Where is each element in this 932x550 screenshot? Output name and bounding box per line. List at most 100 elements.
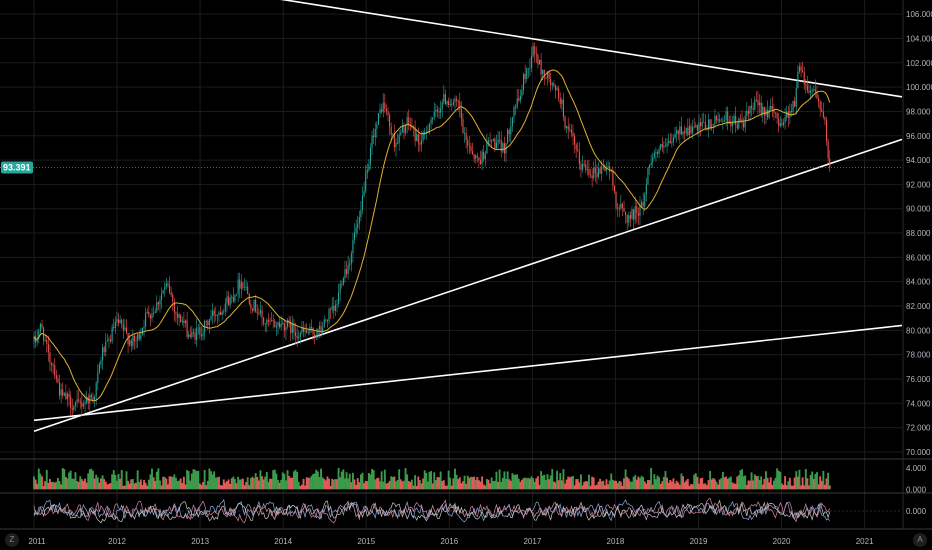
price-tick-label: 78.000 bbox=[906, 351, 931, 360]
candle-body bbox=[759, 102, 761, 106]
indicator-bar-down bbox=[350, 482, 353, 490]
candle-body bbox=[296, 336, 298, 339]
candle-body bbox=[736, 124, 738, 129]
indicator-bar-up bbox=[546, 474, 549, 490]
candle-body bbox=[631, 209, 633, 219]
indicator-bar-down bbox=[407, 481, 410, 490]
candle-body bbox=[647, 167, 649, 185]
indicator-bar-up bbox=[662, 476, 665, 490]
candle-body bbox=[712, 124, 714, 126]
candle-body bbox=[92, 397, 94, 401]
indicator-bar-down bbox=[819, 476, 822, 490]
candle-body bbox=[376, 124, 378, 129]
candle-body bbox=[349, 263, 351, 266]
indicator-bar-down bbox=[135, 482, 138, 490]
candle-body bbox=[422, 132, 424, 141]
zoom-reset-button[interactable]: Z bbox=[5, 533, 19, 547]
candle-body bbox=[829, 158, 831, 168]
indicator-bar-down bbox=[205, 485, 208, 490]
indicator-bar-up bbox=[463, 475, 466, 490]
indicator-bar-up bbox=[811, 471, 814, 490]
indicator-bar-up bbox=[320, 468, 322, 490]
candle-body bbox=[389, 114, 391, 127]
indicator-bar-down bbox=[44, 481, 47, 490]
candle-body bbox=[373, 135, 375, 138]
candle-body bbox=[605, 167, 608, 171]
indicator-bar-up bbox=[653, 474, 656, 490]
candle-body bbox=[596, 173, 598, 177]
candle-body bbox=[189, 334, 191, 337]
indicator-bar-up bbox=[312, 474, 315, 490]
candle-body bbox=[462, 118, 464, 134]
candle-body bbox=[420, 140, 423, 145]
candle-body bbox=[658, 148, 660, 155]
candle-body bbox=[599, 168, 601, 174]
indicator-bar-up bbox=[348, 473, 351, 490]
indicator-bar-up bbox=[525, 478, 528, 490]
indicator-bar-up bbox=[208, 468, 211, 490]
candle-body bbox=[365, 173, 367, 191]
candle-body bbox=[680, 126, 682, 135]
indicator-bar-down bbox=[241, 478, 244, 490]
indicator-bar-down bbox=[535, 478, 538, 490]
indicator-bar-down bbox=[481, 476, 484, 490]
indicator-bar-down bbox=[635, 479, 638, 490]
indicator-bar-down bbox=[438, 477, 440, 490]
indicator-bar-up bbox=[76, 480, 79, 490]
candle-body bbox=[54, 365, 56, 376]
candle-body bbox=[52, 365, 54, 366]
indicator-bar-up bbox=[390, 476, 393, 490]
indicator-bar-up bbox=[361, 472, 364, 490]
indicator-bar-up bbox=[639, 477, 641, 490]
indicator-bar-up bbox=[72, 478, 75, 490]
indicator-bar-down bbox=[583, 481, 586, 490]
candle-body bbox=[302, 327, 305, 332]
indicator-bar-down bbox=[465, 483, 468, 490]
indicator-bar-down bbox=[717, 484, 720, 490]
indicator-bar-down bbox=[564, 483, 566, 490]
indicator-bar-up bbox=[267, 481, 270, 490]
candle-body bbox=[117, 319, 120, 324]
indicator-bar-down bbox=[355, 485, 358, 490]
indicator-bar-up bbox=[315, 469, 318, 490]
indicator-bar-up bbox=[423, 470, 426, 490]
indicator-bar-up bbox=[120, 470, 123, 490]
candle-body bbox=[615, 191, 617, 208]
indicator-bar-down bbox=[704, 483, 707, 490]
candle-body bbox=[577, 149, 579, 152]
candle-body bbox=[341, 284, 343, 285]
indicator-bar-up bbox=[640, 475, 643, 490]
indicator-bar-up bbox=[321, 477, 324, 490]
candle-body bbox=[73, 405, 75, 410]
auto-scale-button[interactable]: A bbox=[913, 533, 927, 547]
candle-body bbox=[290, 321, 292, 334]
indicator-bar-down bbox=[548, 479, 551, 490]
indicator-bar-down bbox=[450, 485, 453, 490]
indicator-bar-down bbox=[103, 479, 106, 490]
candle-body bbox=[279, 322, 281, 328]
indicator1-tick-label: 0.000 bbox=[906, 485, 927, 494]
candle-body bbox=[542, 69, 544, 75]
indicator-bar-up bbox=[101, 475, 104, 490]
indicator-bar-down bbox=[49, 479, 51, 490]
indicator-bar-up bbox=[544, 480, 547, 490]
indicator-bar-up bbox=[272, 470, 275, 490]
indicator-bar-up bbox=[600, 481, 603, 490]
indicator-bar-down bbox=[364, 480, 367, 490]
candle-body bbox=[282, 323, 284, 325]
candle-body bbox=[641, 202, 643, 206]
candle-body bbox=[274, 320, 276, 328]
indicator-bar-down bbox=[229, 483, 232, 490]
candle-body bbox=[583, 164, 585, 165]
price-tick-label: 106.000 bbox=[906, 10, 932, 19]
indicator-bar-down bbox=[509, 480, 512, 490]
indicator-bar-down bbox=[224, 482, 227, 490]
candle-body bbox=[283, 323, 285, 331]
candle-body bbox=[224, 303, 226, 312]
indicator-bar-down bbox=[528, 478, 531, 490]
indicator-bar-up bbox=[90, 468, 93, 490]
candle-body bbox=[628, 215, 630, 223]
indicator-bar-down bbox=[358, 482, 361, 490]
indicator-bar-up bbox=[163, 477, 166, 490]
